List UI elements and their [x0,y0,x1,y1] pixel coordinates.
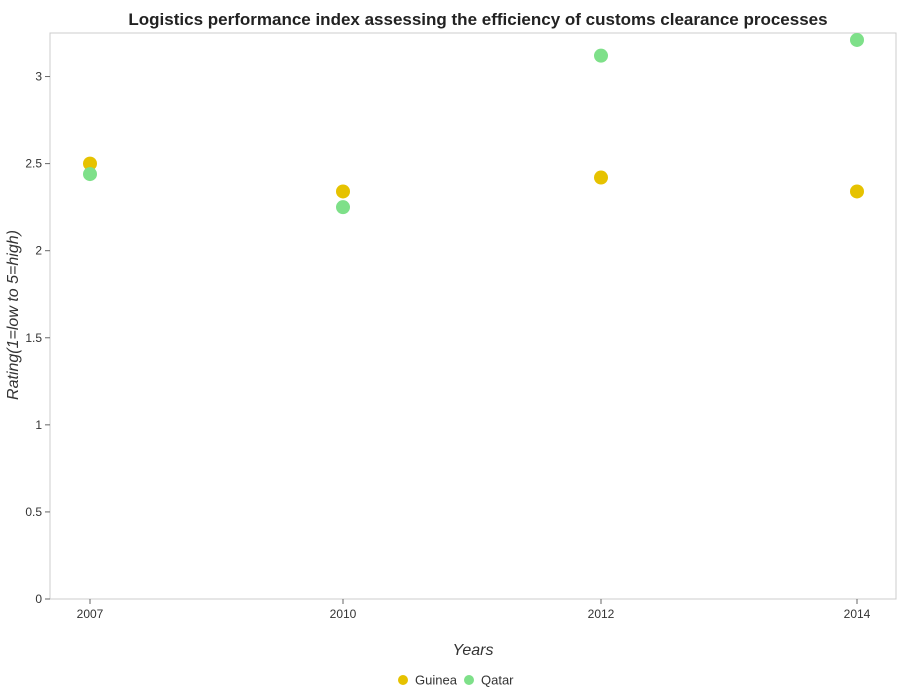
y-tick-label: 0 [35,592,42,606]
x-tick-label: 2010 [330,607,357,621]
y-axis-label: Rating(1=low to 5=high) [5,230,22,400]
y-tick-label: 1.5 [25,331,42,345]
y-tick-label: 2 [35,244,42,258]
plot-area [49,32,897,600]
point-guinea-2007 [83,156,97,171]
y-tick-label: 0.5 [25,505,42,519]
x-tick-label: 2014 [844,607,871,621]
y-tick-label: 3 [35,70,42,84]
point-guinea-2010 [336,184,350,199]
y-tick-label: 1 [35,418,42,432]
point-guinea-2014 [850,184,864,199]
legend-marker-guinea [398,675,408,685]
x-tick-label: 2007 [77,607,104,621]
legend-marker-qatar [464,675,474,685]
x-tick-label: 2012 [588,607,615,621]
point-qatar-2010 [336,200,350,215]
chart-title: Logistics performance index assessing th… [128,10,827,29]
point-qatar-2007 [83,167,97,182]
y-axis: 0 0.5 1 1.5 2 2.5 3 [25,70,50,606]
legend: Guinea Qatar [398,673,514,688]
y-tick-label: 2.5 [25,157,42,171]
point-guinea-2012 [594,170,608,185]
x-axis-label: Years [453,642,494,659]
data-points [83,32,864,215]
x-axis: 2007 2010 2012 2014 [77,599,871,621]
legend-label-guinea: Guinea [415,673,458,688]
point-qatar-2014 [850,32,864,47]
point-qatar-2012 [594,48,608,63]
legend-label-qatar: Qatar [481,673,514,688]
